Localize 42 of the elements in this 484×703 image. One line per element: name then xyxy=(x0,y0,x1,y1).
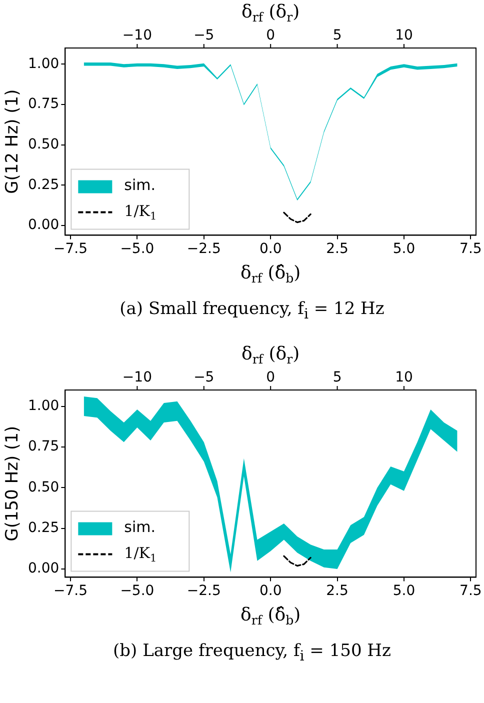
x2-tick-label: 0 xyxy=(266,28,276,44)
x2-tick-label: 5 xyxy=(332,370,342,386)
x-tick-label: 7.5 xyxy=(460,241,482,258)
x2-tick-label: −10 xyxy=(122,28,152,44)
x-tick-label: 5.0 xyxy=(392,241,416,258)
x-tick-label: −5.0 xyxy=(120,241,154,258)
x-tick-label: −7.5 xyxy=(54,583,88,600)
y-tick-label: 0.00 xyxy=(28,560,60,577)
text: (a) Small frequency, f$_{i}$ = 12 Hz xyxy=(118,298,386,324)
x-tick-label: 0.0 xyxy=(259,241,282,258)
x2-tick-label: 10 xyxy=(395,28,413,44)
y-tick-label: 0.25 xyxy=(28,176,60,193)
legend-label: sim. xyxy=(124,176,156,194)
y-tick-label: 1.00 xyxy=(28,56,60,72)
y-tick-label: 0.75 xyxy=(28,96,60,112)
y-axis-title: G(150 Hz) (1) xyxy=(2,426,22,542)
x-tick-label: −5.0 xyxy=(120,583,154,600)
y-axis-title: G(12 Hz) (1) xyxy=(2,89,22,194)
x2-tick-label: −10 xyxy=(122,370,152,386)
y-tick-label: 0.00 xyxy=(28,217,60,234)
x-tick-label: 0.0 xyxy=(259,583,282,600)
x2-tick-label: 0 xyxy=(266,370,276,386)
x-tick-label: 5.0 xyxy=(392,583,416,600)
y-tick-label: 1.00 xyxy=(28,398,60,414)
x-tick-label: −2.5 xyxy=(186,583,221,600)
x2-tick-label: 5 xyxy=(332,28,342,44)
y-tick-label: 0.50 xyxy=(28,136,60,152)
line-series xyxy=(283,555,312,567)
y-tick-label: 0.50 xyxy=(28,479,60,496)
legend-label: sim. xyxy=(124,518,156,536)
x-tick-label: 2.5 xyxy=(326,583,348,600)
x2-tick-label: −5 xyxy=(194,28,214,44)
text: (b) Large frequency, f$_{i}$ = 150 Hz xyxy=(112,640,392,666)
x2-tick-label: −5 xyxy=(194,370,214,386)
y-tick-label: 0.75 xyxy=(28,438,60,455)
x-tick-label: −2.5 xyxy=(186,241,221,258)
x-tick-label: −7.5 xyxy=(54,241,88,258)
x-tick-label: 7.5 xyxy=(460,583,482,600)
x-tick-label: 2.5 xyxy=(326,241,348,258)
x2-tick-label: 10 xyxy=(395,370,413,386)
line-series xyxy=(283,212,312,224)
y-tick-label: 0.25 xyxy=(28,520,60,536)
